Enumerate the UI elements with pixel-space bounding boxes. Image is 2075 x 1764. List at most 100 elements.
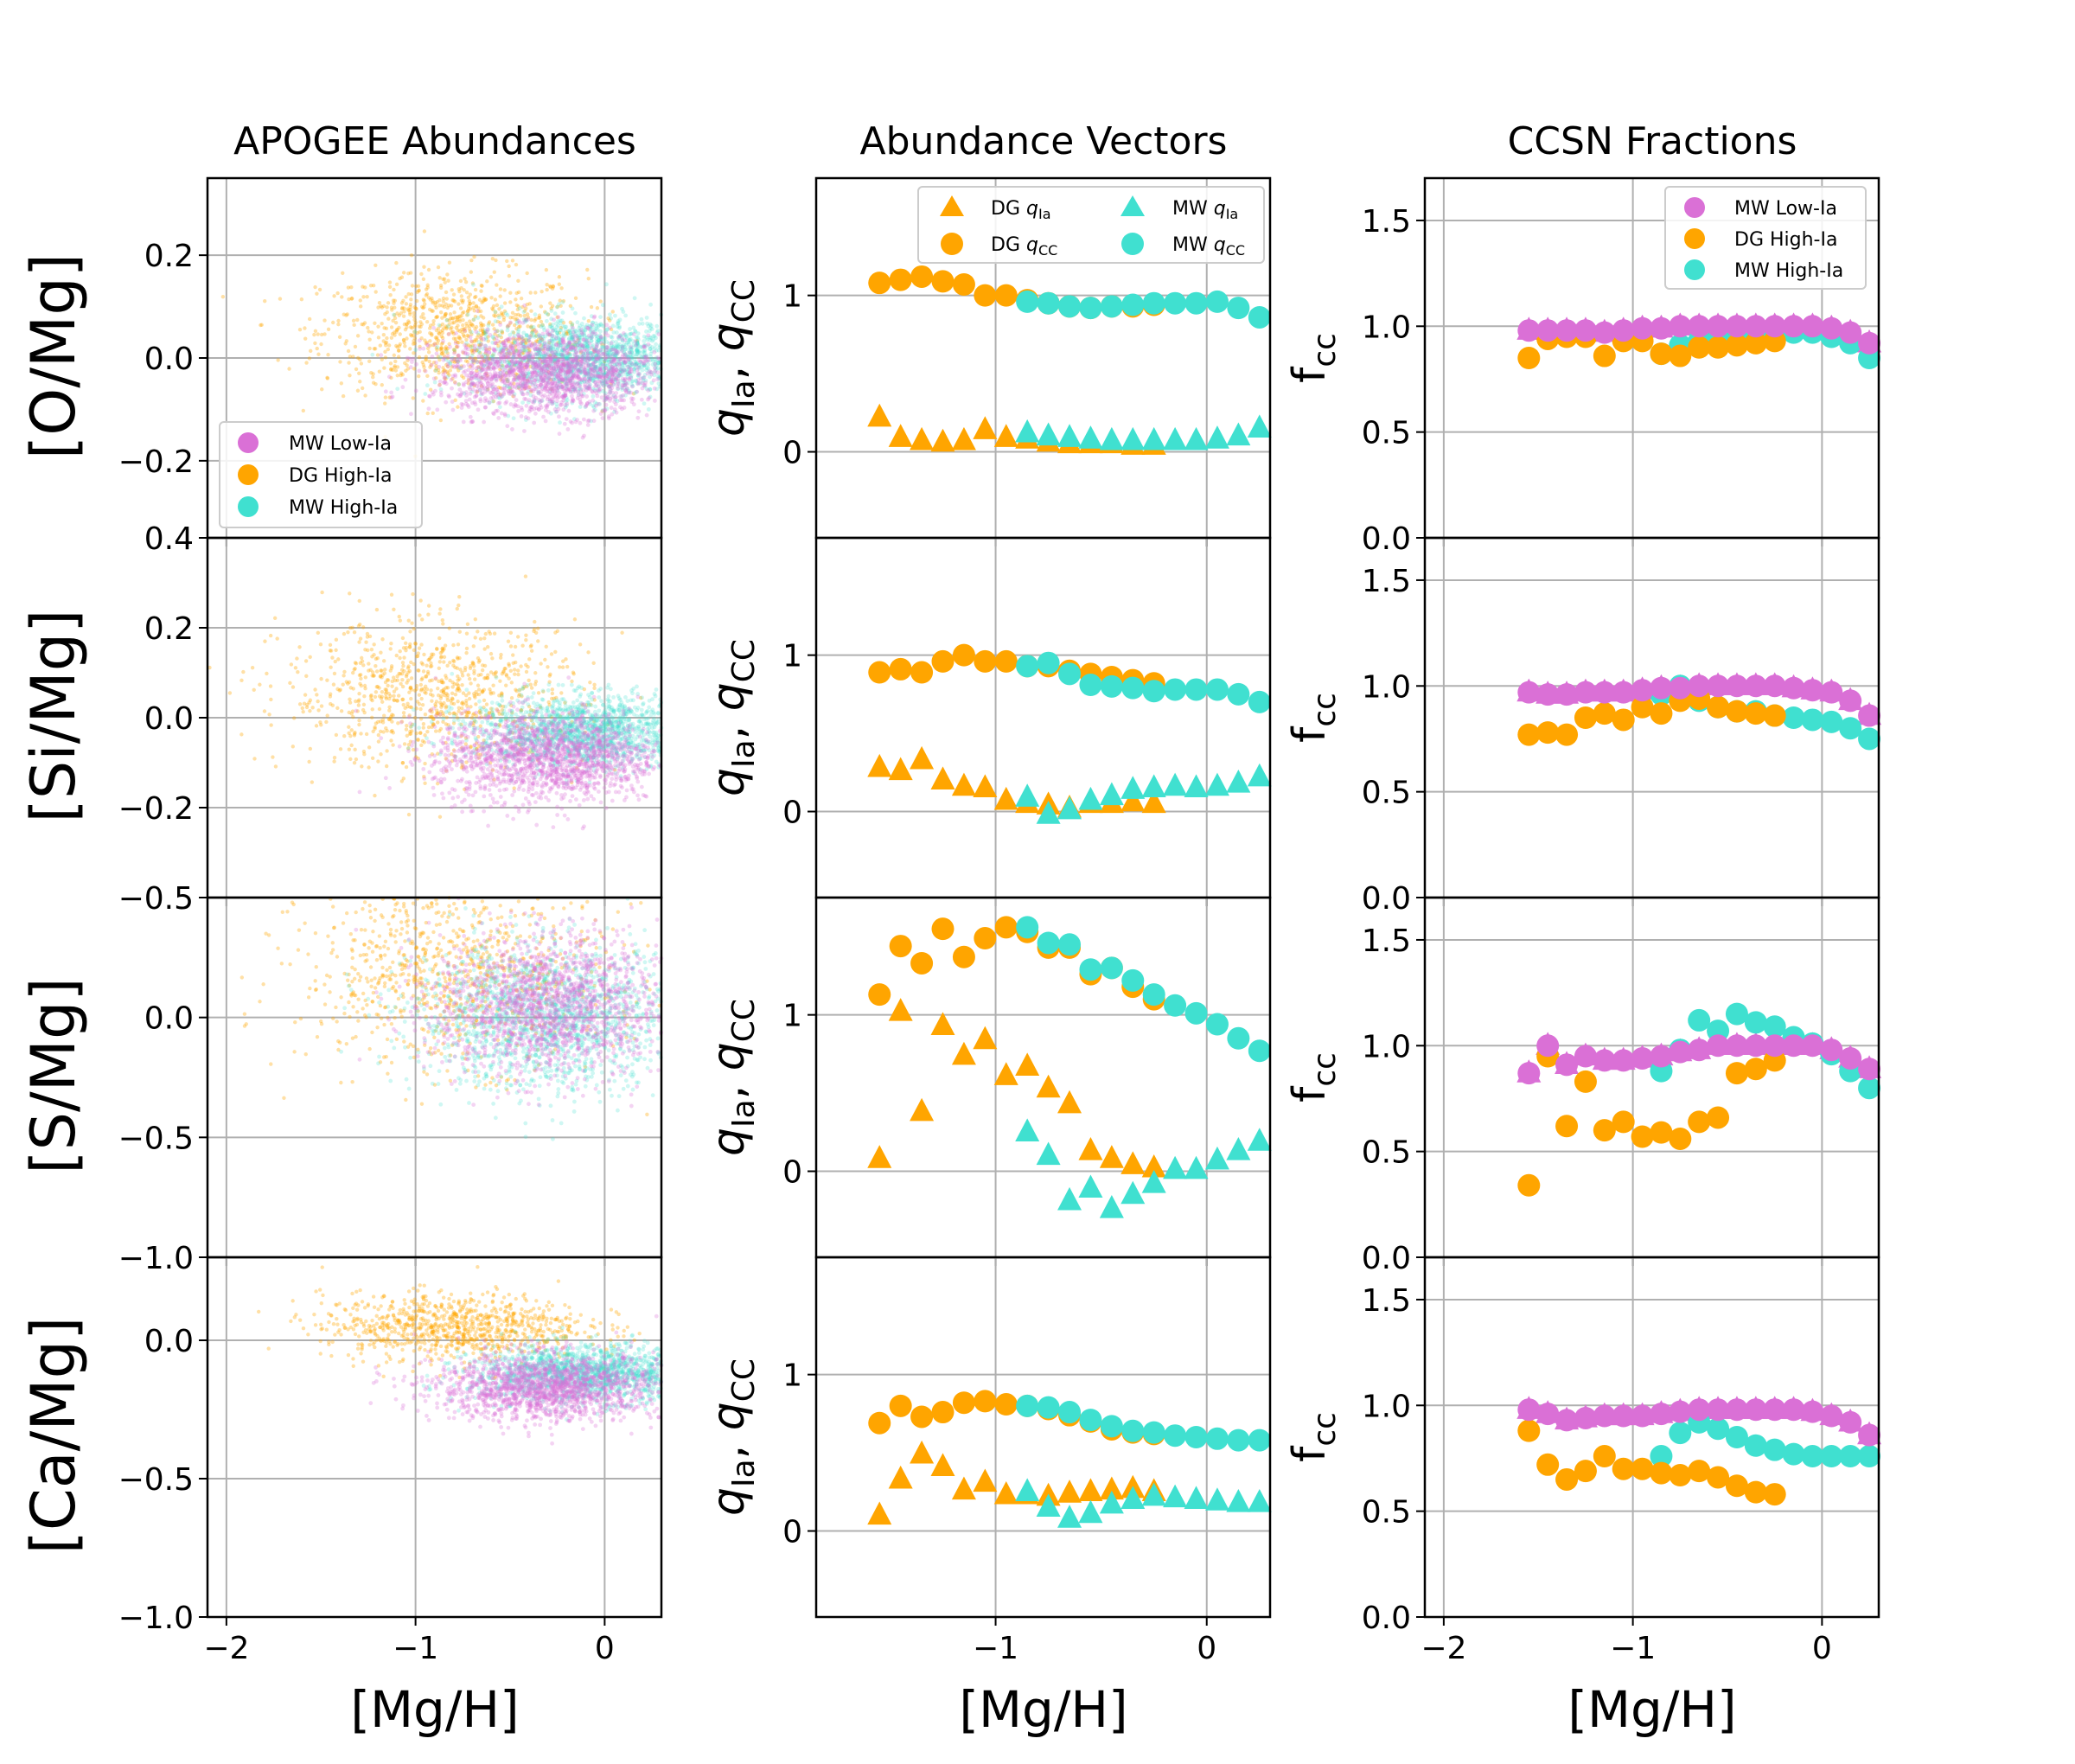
star-point-dg_high (308, 655, 312, 660)
star-point-mw_low (430, 354, 435, 359)
star-point-mw_low (635, 415, 641, 420)
star-point-dg_high (506, 337, 510, 342)
star-point-dg_high (346, 630, 350, 635)
star-point-dg_high (378, 729, 383, 734)
star-point-dg_high (508, 630, 514, 636)
star-point-dg_high (397, 614, 401, 619)
star-point-dg_high (435, 299, 439, 304)
star-point-dg_high (529, 309, 533, 313)
star-point-dg_high (469, 270, 474, 274)
star-point-dg_high (288, 681, 292, 686)
star-point-dg_high (379, 650, 383, 655)
star-point-mw_low (533, 378, 538, 383)
star-point-mw_low (527, 409, 532, 414)
star-point-dg_high (373, 694, 378, 700)
star-point-dg_high (441, 350, 445, 355)
star-point-dg_high (459, 364, 464, 368)
star-point-mw_low (609, 384, 613, 388)
star-point-mw_low (561, 407, 566, 412)
star-point-dg_high (568, 304, 573, 309)
star-point-dg_high (399, 306, 405, 311)
star-point-mw_low (533, 411, 538, 416)
star-point-dg_high (508, 368, 512, 372)
star-point-dg_high (498, 294, 502, 298)
star-point-dg_high (403, 328, 408, 332)
star-point-mw_low (584, 361, 589, 366)
star-point-dg_high (239, 678, 244, 683)
star-point-dg_high (361, 625, 366, 630)
star-point-dg_high (476, 660, 482, 664)
star-point-mw_high (617, 324, 622, 329)
star-point-dg_high (348, 697, 352, 701)
star-point-dg_high (437, 729, 442, 733)
star-point-dg_high (439, 342, 444, 347)
star-point-dg_high (431, 299, 435, 304)
star-point-mw_low (458, 366, 463, 370)
star-point-dg_high (358, 357, 362, 362)
star-point-dg_high (516, 668, 520, 673)
star-point-mw_low (509, 387, 514, 393)
star-point-mw_low (621, 383, 626, 388)
star-point-dg_high (511, 394, 515, 399)
star-point-mw_low (423, 368, 428, 374)
star-point-dg_high (412, 367, 417, 371)
star-point-dg_high (402, 742, 407, 746)
star-point-dg_high (519, 297, 524, 301)
star-point-mw_low (594, 342, 599, 347)
star-point-dg_high (431, 652, 436, 657)
star-point-mw_low (578, 397, 583, 402)
star-point-dg_high (404, 302, 409, 306)
star-point-dg_high (410, 284, 415, 288)
star-point-dg_high (456, 603, 461, 608)
star-point-dg_high (425, 346, 431, 351)
star-point-dg_high (263, 639, 267, 643)
star-point-dg_high (359, 676, 363, 681)
star-point-mw_high (644, 329, 648, 334)
star-point-mw_low (511, 377, 516, 382)
star-point-dg_high (276, 358, 280, 362)
star-point-dg_high (352, 761, 357, 765)
star-point-mw_high (642, 349, 647, 355)
star-point-dg_high (369, 715, 374, 720)
star-point-dg_high (469, 332, 474, 336)
star-point-dg_high (400, 661, 405, 665)
star-point-dg_high (395, 365, 400, 369)
star-point-dg_high (442, 354, 447, 358)
star-point-dg_high (412, 323, 418, 328)
star-point-dg_high (414, 687, 419, 692)
star-point-dg_high (402, 655, 406, 660)
star-point-dg_high (389, 325, 394, 329)
star-point-dg_high (440, 330, 445, 336)
star-point-dg_high (374, 290, 378, 294)
star-point-dg_high (351, 670, 355, 675)
star-point-mw_high (609, 316, 614, 321)
star-point-dg_high (268, 633, 273, 638)
star-point-dg_high (342, 312, 346, 316)
star-point-dg_high (400, 761, 405, 765)
star-point-mw_low (450, 363, 456, 368)
star-point-dg_high (544, 644, 548, 649)
star-point-dg_high (363, 393, 367, 398)
star-point-dg_high (466, 295, 471, 300)
star-point-dg_high (559, 286, 564, 291)
y-tick-label: 0.0 (144, 701, 194, 737)
star-point-dg_high (357, 722, 361, 727)
star-point-dg_high (533, 339, 539, 343)
star-point-dg_high (404, 764, 409, 770)
star-point-mw_low (552, 386, 558, 390)
star-point-dg_high (301, 408, 306, 413)
star-point-dg_high (440, 617, 445, 623)
star-point-dg_high (427, 326, 432, 330)
star-point-dg_high (364, 640, 368, 644)
star-point-mw_low (578, 343, 583, 348)
star-point-dg_high (369, 371, 374, 375)
star-point-dg_high (400, 671, 405, 676)
star-point-mw_low (527, 355, 532, 360)
star-point-dg_high (482, 330, 487, 335)
star-point-mw_low (584, 403, 589, 408)
star-point-dg_high (522, 348, 527, 353)
star-point-dg_high (508, 321, 513, 325)
star-point-dg_high (496, 343, 501, 348)
star-point-dg_high (502, 309, 508, 314)
star-point-dg_high (408, 307, 412, 312)
